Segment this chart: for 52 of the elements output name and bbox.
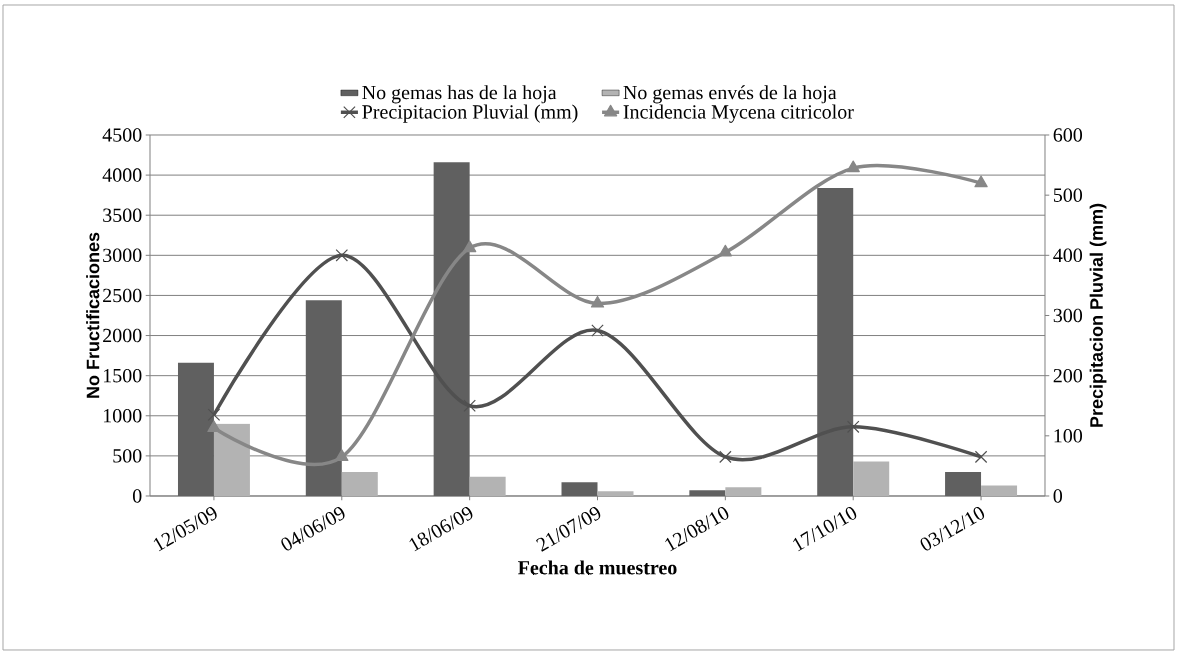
point [462, 240, 477, 253]
point [335, 449, 349, 461]
y2-axis-title: Precipitacion Pluvial (mm) [1089, 203, 1107, 427]
point [718, 244, 733, 257]
point [590, 295, 605, 308]
bar [433, 162, 470, 496]
y2-tick-label: 500 [1053, 188, 1083, 202]
point [846, 420, 860, 434]
y-tick-label: 1000 [103, 409, 142, 423]
bar [213, 423, 250, 496]
bar [817, 187, 854, 496]
y-axis-title: No Fructificaciones [86, 232, 100, 398]
bar [945, 471, 982, 496]
y2-tick-label: 600 [1053, 128, 1083, 142]
y2-tick-label: 400 [1053, 248, 1083, 263]
bar [341, 471, 378, 496]
y-tick-label: 4000 [102, 168, 142, 182]
y2-tick-label: 200 [1053, 368, 1083, 383]
point [591, 324, 604, 337]
y-tick-label: 0 [132, 489, 142, 503]
point [719, 450, 732, 464]
y-tick-label: 500 [113, 449, 142, 463]
legend-label: Incidencia Mycena citricolor [623, 104, 854, 123]
bar [597, 491, 634, 496]
bar [853, 461, 890, 496]
point [974, 175, 988, 188]
legend-label: No gemas envés de la hoja [623, 85, 837, 104]
bar [725, 487, 762, 496]
bar [177, 362, 214, 496]
legend-label: Precipitacion Pluvial (mm) [362, 104, 578, 123]
point [207, 420, 221, 433]
bar [305, 300, 342, 496]
y2-tick-label: 0 [1053, 489, 1063, 503]
bar [689, 490, 726, 496]
legend-label: No gemas has de la hoja [362, 85, 557, 104]
bar [981, 485, 1018, 496]
y-tick-label: 2000 [103, 328, 142, 343]
point [463, 399, 476, 412]
y-tick-label: 3000 [103, 248, 142, 263]
bar [469, 476, 506, 496]
x-axis-title: Fecha de muestreo [518, 560, 677, 575]
point [207, 408, 221, 422]
bar [561, 482, 598, 496]
y-tick-label: 2500 [103, 288, 142, 303]
point [974, 450, 988, 464]
y-tick-label: 1500 [103, 368, 142, 383]
y2-tick-label: 100 [1054, 429, 1083, 443]
y-tick-label: 3500 [103, 208, 142, 222]
y2-tick-label: 300 [1053, 308, 1083, 323]
point [846, 160, 860, 173]
y-tick-label: 4500 [102, 128, 142, 142]
point [335, 249, 349, 262]
